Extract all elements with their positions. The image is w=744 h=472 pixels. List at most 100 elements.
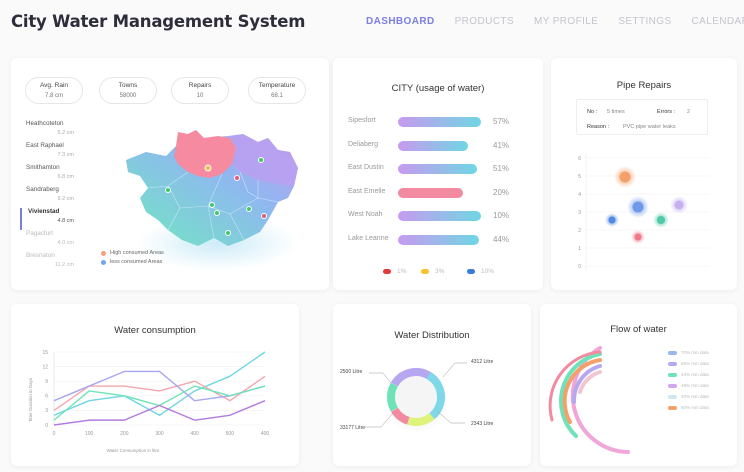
flow-of-water-title: Flow of water — [610, 324, 667, 335]
usage-row[interactable]: Deliaberg 41% — [348, 140, 518, 152]
map-marker[interactable] — [209, 202, 215, 208]
usage-city-name: East Emelie — [348, 187, 386, 195]
y-tick: 12 — [42, 364, 48, 370]
city-usage-title: CITY (usage of water) — [391, 83, 485, 94]
stat-repairs[interactable]: Repairs 10 — [171, 77, 229, 104]
city-item[interactable]: Smithamton 6.8 cm — [26, 164, 74, 180]
legend-swatch — [668, 350, 677, 355]
donut-segment[interactable] — [381, 362, 451, 432]
city-item[interactable]: Heathcoteton 5.2 cm — [26, 120, 74, 136]
usage-legend-3: 10% — [467, 268, 494, 275]
pipe-repairs-card — [551, 58, 737, 290]
usage-percent: 20% — [493, 187, 510, 197]
legend-low: less consumed Areas — [101, 259, 162, 265]
usage-row[interactable]: Sipesfort 57% — [348, 116, 518, 128]
map-marker[interactable] — [225, 230, 231, 236]
x-tick: 200 — [120, 431, 129, 437]
water-consumption-chart: 15 12 9 6 3 0 0 100 200 300 400 500 400 Water Consu… — [28, 350, 270, 453]
map-boundaries — [147, 171, 279, 241]
water-consumption-card — [11, 304, 299, 466]
chart-x-ticks: 0 100 200 300 400 500 400 — [53, 431, 270, 437]
legend-swatch — [668, 361, 677, 366]
flow-arc[interactable] — [578, 370, 602, 394]
repairs-bubble-chart: 6 5 4 3 2 1 0 — [578, 154, 710, 270]
city-item-selected[interactable]: Vivienstad 4.8 cm — [20, 208, 80, 230]
donut-segment[interactable] — [382, 363, 450, 431]
x-tick: 0 — [53, 431, 56, 437]
city-item[interactable]: Bresnaton 11.2 cm — [26, 252, 74, 268]
y-tick: 15 — [42, 350, 48, 356]
usage-percent: 41% — [493, 140, 510, 150]
map-marker[interactable] — [234, 175, 240, 181]
water-distribution-donut: 2500 Litre 4312 Litre 33177 Litre 2343 L… — [340, 359, 493, 434]
repair-bubble-core — [619, 171, 631, 183]
flow-arc[interactable] — [571, 364, 602, 404]
nav-calendar[interactable]: CALENDAR — [691, 16, 744, 27]
series-line[interactable] — [53, 351, 266, 416]
city-item[interactable]: Pagacfurt 4.0 cm — [26, 230, 74, 246]
nav-my-profile[interactable]: MY PROFILE — [533, 16, 599, 27]
donut-leader-line — [369, 372, 392, 384]
donut-label: 33177 Litre — [340, 425, 365, 431]
legend-swatch — [383, 269, 391, 274]
nav-settings[interactable]: SETTINGS — [618, 16, 672, 27]
donut-leader-line — [442, 362, 467, 378]
y-tick: 1 — [578, 246, 581, 252]
flow-arc[interactable] — [559, 352, 602, 438]
chart-x-label: Water Consumption in litre — [107, 448, 160, 453]
x-tick: 500 — [226, 431, 235, 437]
nav-dashboard[interactable]: DASHBOARD — [366, 16, 435, 27]
map-marker[interactable] — [246, 206, 252, 212]
legend-swatch — [467, 269, 475, 274]
map-region-high — [174, 130, 236, 178]
usage-percent: 10% — [493, 211, 510, 220]
city-item[interactable]: East Raphael 7.3 cm — [26, 142, 74, 158]
usage-row[interactable]: West Noah 10% — [348, 210, 518, 222]
flow-legend-item: 48% mm data — [668, 383, 709, 388]
city-list: Heathcoteton 5.2 cm East Raphael 7.3 cm Sm… — [20, 120, 80, 274]
y-tick: 3 — [578, 210, 581, 216]
usage-bar — [398, 117, 481, 127]
y-tick: 3 — [45, 408, 48, 414]
flow-arc[interactable] — [548, 350, 602, 422]
y-tick: 0 — [45, 423, 48, 429]
nav-products[interactable]: PRODUCTS — [454, 16, 514, 27]
legend-swatch — [668, 383, 677, 388]
repair-bubble-core — [674, 200, 684, 210]
map-marker[interactable] — [261, 213, 267, 219]
series-line[interactable] — [53, 370, 266, 402]
flow-legend-item: 55% mm data — [668, 361, 709, 366]
legend-swatch — [421, 269, 429, 274]
y-tick: 0 — [578, 264, 581, 270]
flow-legend-item: 40% mm data — [668, 394, 709, 399]
donut-label: 4312 Litre — [471, 359, 493, 365]
repair-bubble-core — [634, 233, 642, 241]
usage-percent: 57% — [493, 117, 510, 126]
map-marker[interactable] — [258, 157, 264, 163]
usage-bar — [398, 140, 469, 151]
flow-legend-item: 44% mm data — [668, 372, 709, 377]
legend-swatch — [668, 405, 677, 410]
usage-row[interactable]: Lake Leanne 44% — [348, 234, 518, 246]
legend-dot — [101, 259, 106, 265]
region-map[interactable] — [118, 128, 303, 273]
usage-row[interactable]: East Emelie 20% — [348, 187, 518, 199]
chart-y-label: Time Duration in Days — [28, 377, 33, 422]
map-marker[interactable] — [204, 164, 212, 172]
stat-avg-rain[interactable]: Avg. Rain 7.8 cm — [25, 77, 83, 104]
donut-segment[interactable] — [382, 363, 450, 431]
pipe-repairs-title: Pipe Repairs — [616, 80, 672, 91]
usage-row[interactable]: East Dustin 51% — [348, 163, 518, 175]
usage-city-name: East Dustin — [348, 164, 384, 171]
flow-arc[interactable] — [562, 358, 602, 424]
map-marker[interactable] — [214, 210, 220, 216]
y-tick: 6 — [45, 394, 48, 400]
donut-segment[interactable] — [384, 365, 447, 428]
repair-bubble-core — [632, 201, 644, 213]
stat-towns[interactable]: Towns 58000 — [99, 77, 157, 104]
city-item[interactable]: Sandraberg 9.2 cm — [26, 186, 74, 202]
series-line[interactable] — [53, 400, 266, 426]
map-marker[interactable] — [165, 187, 171, 193]
stat-temperature[interactable]: Temperature 68.1 — [248, 77, 306, 104]
repairs-gridlines — [586, 157, 710, 267]
